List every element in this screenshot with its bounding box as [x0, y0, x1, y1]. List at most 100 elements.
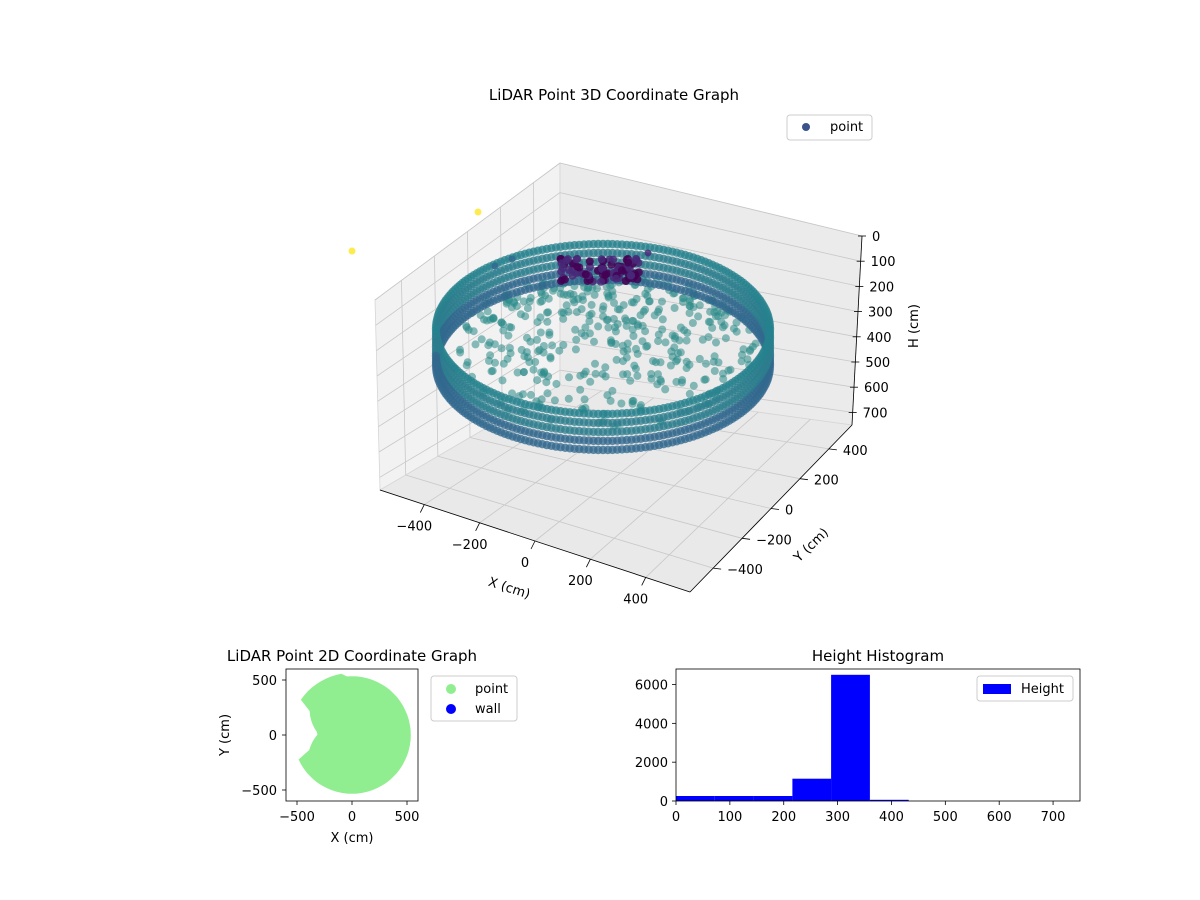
cloud-point	[658, 297, 666, 306]
cloud-point	[704, 333, 713, 342]
cloud-point	[585, 263, 594, 271]
legend-2d-marker-point	[446, 684, 456, 694]
cloud-point	[632, 294, 641, 303]
cloud-point	[548, 341, 557, 350]
cloud-point	[471, 340, 480, 349]
cloud-point-outlier	[644, 249, 652, 257]
cloud-point	[526, 390, 535, 399]
cloud-point	[505, 344, 514, 352]
cloud-point	[602, 316, 611, 325]
histogram-title: Height Histogram	[812, 647, 944, 665]
cloud-point	[633, 349, 642, 358]
cloud-point	[673, 355, 682, 364]
cloud-point	[672, 377, 681, 386]
cloud-point	[456, 348, 465, 357]
cloud-point	[559, 314, 568, 323]
cloud-point	[572, 308, 581, 317]
y-tick-label: −400	[727, 563, 763, 578]
cloud-point	[531, 358, 540, 366]
cloud-point	[486, 351, 495, 360]
cloud-point	[555, 346, 564, 355]
cloud-point	[623, 370, 632, 379]
cloud-point	[657, 377, 665, 386]
cloud-point	[618, 341, 627, 350]
x-tick-label-hist: 500	[933, 810, 958, 825]
cloud-point	[670, 343, 679, 352]
cloud-point	[682, 364, 691, 373]
ticks-histogram: 0 100 200 300 400 500 600 700 0 2000 4000 6000	[635, 679, 1066, 825]
cloud-point	[585, 257, 594, 266]
cloud-point	[544, 294, 553, 303]
cloud-point	[529, 365, 538, 374]
chart-2d[interactable]: LiDAR Point 2D Coordinate Graph −500 0 500…	[218, 647, 518, 846]
grid-line-z	[559, 221, 860, 287]
cloud-point	[671, 334, 679, 343]
cloud-point	[642, 342, 651, 351]
histogram-bars	[676, 674, 909, 801]
x-tick-label-hist: 400	[879, 810, 904, 825]
legend-3d-label: point	[830, 120, 863, 135]
grid-line-z	[559, 192, 861, 262]
grid-line-z-left	[379, 369, 561, 478]
cloud-point	[604, 323, 613, 332]
cloud-point	[679, 293, 688, 302]
point-cloud-3d	[348, 208, 775, 455]
cloud-point	[476, 311, 485, 320]
y-axis-label-2d: Y (cm)	[218, 714, 233, 757]
cloud-point	[633, 320, 642, 329]
cloud-point	[732, 318, 741, 327]
cloud-point	[712, 338, 720, 347]
cloud-point	[533, 318, 542, 327]
y-tick-label: −200	[756, 533, 792, 548]
cloud-point	[710, 352, 719, 361]
cloud-point	[505, 323, 514, 331]
cloud-point	[724, 366, 733, 375]
chart-2d-title: LiDAR Point 2D Coordinate Graph	[227, 647, 477, 665]
cloud-point	[577, 329, 586, 338]
y-tick-label-hist: 4000	[635, 717, 668, 732]
cloud-point	[676, 348, 685, 357]
cloud-point	[607, 339, 616, 348]
cloud-point	[431, 342, 441, 352]
y-tick-label-2d: 0	[269, 729, 277, 744]
y-tick-mark	[770, 508, 780, 510]
z-tick-label: 600	[864, 381, 889, 396]
legend-histogram-frame	[976, 675, 1074, 702]
x-tick-label: 200	[568, 574, 593, 589]
chart-3d[interactable]: LiDAR Point 3D Coordinate Graph −400 −200…	[348, 86, 923, 607]
cloud-point	[560, 275, 569, 284]
histogram-bar	[869, 799, 909, 801]
cloud-point	[706, 318, 715, 327]
cloud-point	[564, 255, 572, 264]
x-tick-label-hist: 300	[825, 810, 850, 825]
cloud-point	[523, 304, 532, 313]
cloud-point	[509, 297, 518, 306]
y-tick-label-hist: 6000	[635, 679, 668, 694]
cloud-point	[587, 300, 596, 309]
cloud-point-outlier	[474, 208, 482, 216]
cloud-point	[590, 290, 599, 299]
cloud-point	[683, 328, 692, 337]
y-tick-mark	[742, 537, 751, 540]
cloud-point	[488, 314, 497, 323]
legend-2d-marker-wall	[446, 704, 456, 714]
cloud-point	[564, 307, 573, 316]
cloud-point	[581, 323, 590, 332]
cloud-point	[695, 354, 704, 363]
cloud-point	[651, 358, 660, 367]
cloud-point	[685, 301, 694, 310]
chart-histogram[interactable]: Height Histogram 0 100 200 300 400 500 600 7000…	[635, 647, 1081, 825]
histogram-bar	[831, 674, 870, 801]
cloud-point	[557, 308, 566, 317]
cloud-point	[499, 326, 508, 335]
grid-line-z-left	[374, 162, 561, 301]
z-tick-label: 400	[867, 331, 892, 346]
cloud-point	[565, 373, 573, 382]
cloud-point	[624, 258, 633, 267]
y-tick-label: 0	[785, 504, 793, 519]
cloud-point	[617, 266, 626, 275]
cloud-point	[572, 255, 581, 264]
cloud-point	[572, 335, 581, 344]
cloud-point	[431, 351, 441, 361]
